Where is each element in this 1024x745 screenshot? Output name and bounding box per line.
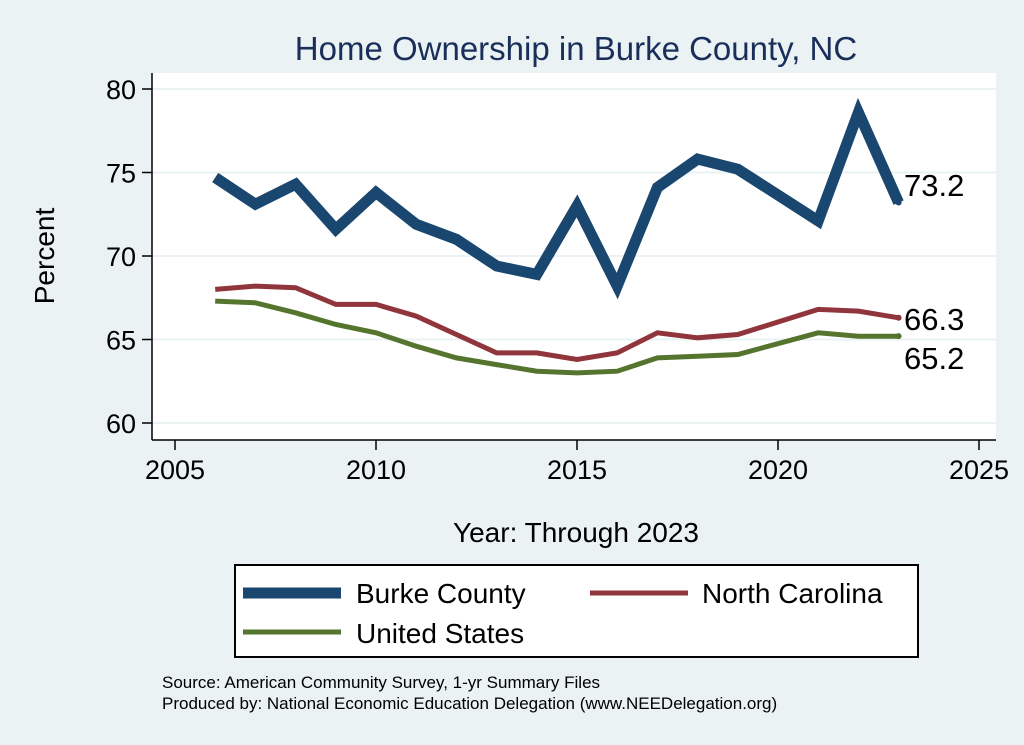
series-layer: [212, 97, 904, 376]
y-tick-label: 75: [106, 159, 136, 189]
end-labels: 73.2 66.3 65.2: [904, 168, 964, 376]
legend: Burke County North Carolina United States: [234, 564, 919, 658]
x-tick-label: 2015: [547, 455, 607, 485]
source-note: Source: American Community Survey, 1-yr …: [162, 673, 600, 692]
y-tick-label: 80: [106, 75, 136, 105]
x-tick-label: 2010: [346, 455, 406, 485]
end-label: 73.2: [904, 168, 964, 203]
x-tick-label: 2025: [949, 455, 1009, 485]
y-tick-label: 60: [106, 409, 136, 439]
legend-label: United States: [356, 618, 524, 649]
x-tick-label: 2005: [145, 455, 205, 485]
end-point-marker: [895, 199, 902, 206]
series-line-burke-county: [212, 97, 904, 300]
grid: [152, 88, 996, 424]
legend-label: Burke County: [356, 578, 526, 609]
y-tick-label: 65: [106, 326, 136, 356]
series-line-united-states: [215, 298, 899, 376]
x-axis: 2005 2010 2015 2020 2025: [145, 439, 1009, 485]
chart-title: Home Ownership in Burke County, NC: [295, 30, 857, 67]
y-axis: 60 65 70 75 80: [106, 73, 153, 440]
series-line-north-carolina: [214, 283, 900, 363]
end-label: 65.2: [904, 341, 964, 376]
end-label: 66.3: [904, 302, 964, 337]
legend-box: [234, 564, 919, 658]
end-point-marker: [895, 314, 902, 321]
legend-label: North Carolina: [702, 578, 883, 609]
x-tick-label: 2020: [748, 455, 808, 485]
produced-by-note: Produced by: National Economic Education…: [162, 694, 777, 713]
y-axis-title: Percent: [29, 208, 60, 305]
y-tick-label: 70: [106, 242, 136, 272]
x-axis-title: Year: Through 2023: [453, 517, 699, 548]
end-point-marker: [895, 333, 902, 340]
